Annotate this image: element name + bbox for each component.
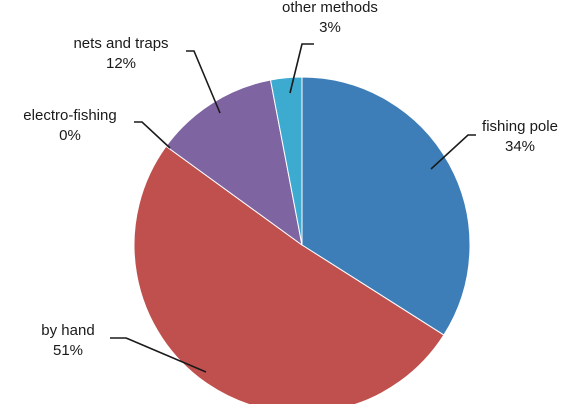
pie-slice-other-methods <box>269 76 303 246</box>
slice-label-value: 0% <box>59 127 81 144</box>
slice-label-value: 3% <box>319 19 341 36</box>
slice-label-name: electro-fishing <box>23 107 116 124</box>
slice-label-name: other methods <box>282 0 378 16</box>
slice-labels: fishing pole 34% by hand 51% electro-fishing… <box>23 0 558 359</box>
slice-label-name: fishing pole <box>482 118 558 135</box>
leader-line-electro-fishing <box>134 121 171 149</box>
pie-slice-fishing-pole <box>301 76 471 336</box>
slice-label-value: 34% <box>505 138 535 155</box>
slice-label-value: 51% <box>53 342 83 359</box>
leader-line-by-hand <box>110 337 207 373</box>
slice-label-name: by hand <box>41 322 94 339</box>
slice-label-value: 12% <box>106 55 136 72</box>
pie-slice-by-hand <box>133 145 445 404</box>
leader-line-fishing-pole <box>430 134 476 170</box>
slice-label-name: nets and traps <box>73 35 168 52</box>
pie-slices <box>133 76 471 404</box>
leader-line-other-methods <box>289 43 314 94</box>
leader-line-nets-and-traps <box>186 50 221 114</box>
leader-lines <box>110 43 476 373</box>
pie-slice-nets-and-traps <box>165 79 303 247</box>
